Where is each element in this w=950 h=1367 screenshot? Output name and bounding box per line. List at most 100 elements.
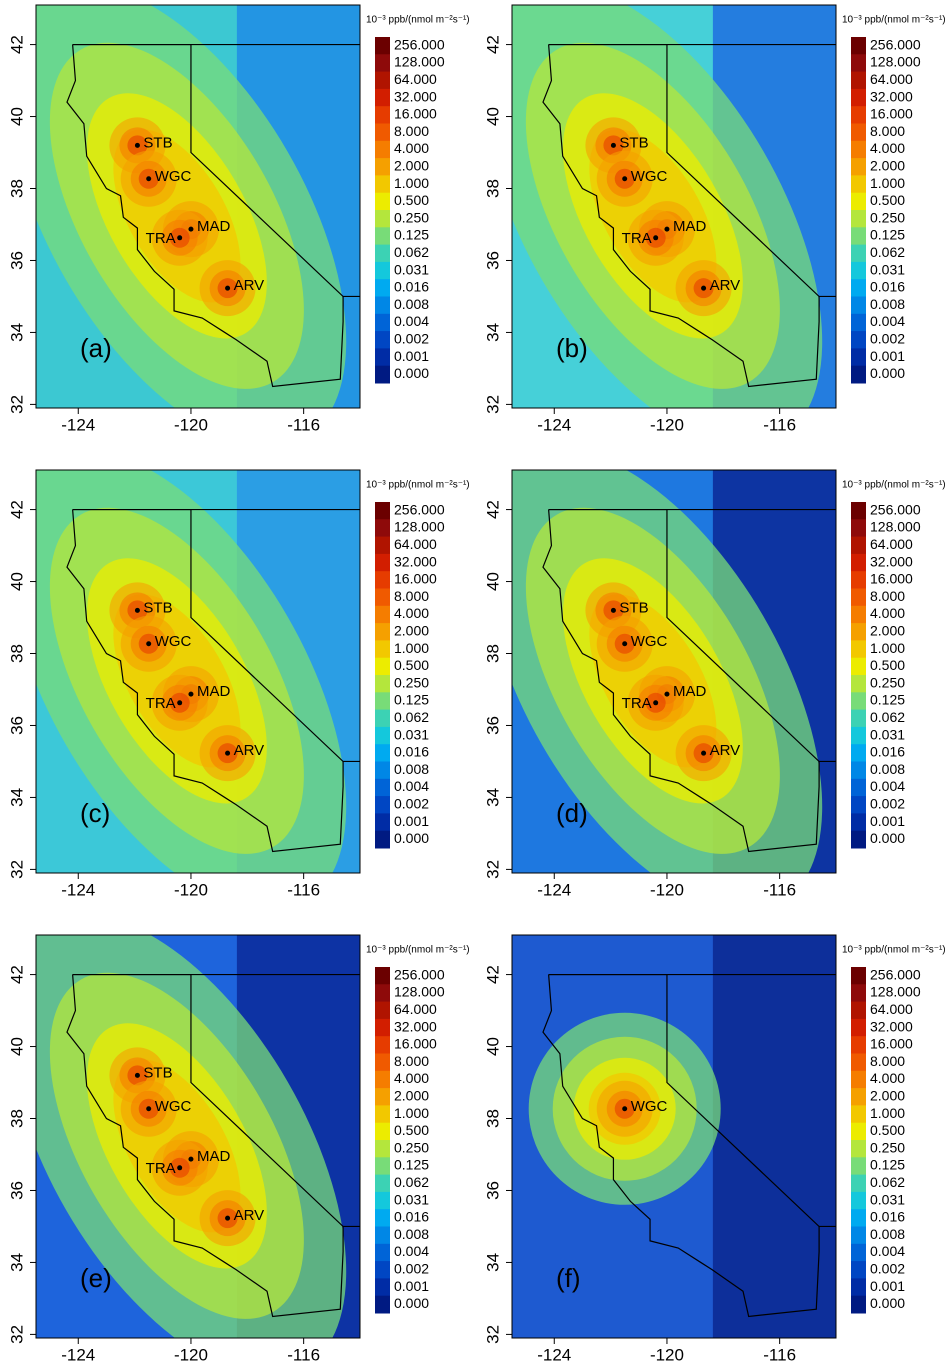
colorbar-swatch (375, 1140, 390, 1158)
station-label: TRA (146, 1160, 176, 1177)
colorbar-label: 0.004 (870, 1243, 905, 1259)
colorbar-swatch (851, 1018, 866, 1037)
colorbar-label: 0.031 (870, 261, 905, 277)
colorbar-label: 16.000 (394, 1036, 437, 1052)
colorbar-swatch (851, 106, 866, 124)
colorbar-label: 4.000 (394, 1070, 429, 1086)
y-tick-label: 34 (7, 788, 26, 807)
colorbar-swatch (851, 1088, 866, 1106)
state-outline (542, 973, 820, 1318)
colorbar-swatch (375, 37, 390, 55)
station-label: ARV (710, 277, 741, 294)
colorbar-label: 256.000 (870, 966, 921, 982)
colorbar-label: 0.250 (394, 674, 429, 690)
station-marker (146, 176, 152, 182)
colorbar-label: 0.002 (870, 795, 905, 811)
station-marker (188, 691, 194, 697)
colorbar-label: 0.125 (870, 1157, 905, 1173)
y-tick-label: 32 (7, 860, 26, 879)
colorbar-label: 0.250 (870, 1139, 905, 1155)
map-panel: -124 -120 -116 32 34 36 38 40 42 WGC (f) 10⁻³ ppb/(… (483, 934, 946, 1364)
colorbar-swatch (375, 261, 390, 280)
colorbar-label: 64.000 (870, 71, 913, 87)
colorbar-swatch (851, 1070, 866, 1089)
state-border (72, 43, 360, 298)
colorbar-swatch (375, 1018, 390, 1037)
x-tick-label: -124 (537, 1345, 571, 1362)
colorbar-label: 0.002 (394, 1260, 429, 1276)
plot-frame (35, 469, 361, 874)
colorbar-label: 0.250 (394, 209, 429, 225)
y-tick-label: 40 (483, 107, 502, 126)
y-tick-label: 42 (483, 35, 502, 54)
y-tick-label: 42 (7, 965, 26, 984)
colorbar-swatch (375, 140, 390, 159)
colorbar-swatch (375, 1295, 390, 1314)
colorbar-label: 0.004 (870, 778, 905, 794)
state-border (548, 973, 836, 1228)
station-marker (610, 142, 616, 148)
plot-frame (511, 4, 837, 409)
colorbar-swatch (375, 1243, 390, 1262)
colorbar-label: 0.250 (394, 1139, 429, 1155)
y-tick-label: 40 (483, 572, 502, 591)
colorbar-label: 16.000 (870, 571, 913, 587)
colorbar-label: 0.002 (870, 1260, 905, 1276)
colorbar-swatch (851, 175, 866, 194)
y-tick-label: 38 (7, 644, 26, 663)
colorbar-label: 0.031 (394, 726, 429, 742)
colorbar-label: 4.000 (870, 605, 905, 621)
panel-label: (d) (556, 798, 588, 828)
unit-label: 10⁻³ ppb/(nmol m⁻²s⁻¹) (366, 945, 470, 956)
x-tick-label: -124 (61, 880, 95, 899)
y-tick-label: 32 (7, 1325, 26, 1344)
colorbar-label: 0.125 (394, 1157, 429, 1173)
colorbar-swatch (851, 279, 866, 297)
colorbar-swatch (375, 54, 390, 73)
colorbar-swatch (851, 1036, 866, 1054)
plot-frame (511, 934, 837, 1339)
colorbar-swatch (375, 1036, 390, 1054)
colorbar-swatch (851, 709, 866, 728)
colorbar-swatch (851, 967, 866, 985)
station-marker (188, 1156, 194, 1162)
colorbar-label: 0.001 (870, 348, 905, 364)
unit-label: 10⁻³ ppb/(nmol m⁻²s⁻¹) (842, 15, 946, 26)
colorbar-swatch (375, 1053, 390, 1072)
colorbar-label: 0.031 (870, 726, 905, 742)
colorbar-swatch (851, 984, 866, 1003)
colorbar-label: 64.000 (870, 1001, 913, 1017)
colorbar-label: 0.008 (394, 296, 429, 312)
colorbar-swatch (375, 1122, 390, 1141)
colorbar-label: 1.000 (394, 1105, 429, 1121)
colorbar-swatch (851, 331, 866, 349)
colorbar-swatch (851, 1174, 866, 1193)
colorbar-label: 128.000 (394, 54, 445, 70)
colorbar-swatch (375, 796, 390, 814)
colorbar-swatch (375, 709, 390, 728)
colorbar-label: 0.001 (394, 1278, 429, 1294)
station-label: WGC (631, 633, 668, 650)
colorbar-label: 0.016 (870, 1209, 905, 1225)
y-tick-label: 38 (7, 179, 26, 198)
y-tick-label: 36 (7, 716, 26, 735)
station-label: STB (619, 599, 648, 616)
y-tick-label: 34 (483, 788, 502, 807)
unit-label: 10⁻³ ppb/(nmol m⁻²s⁻¹) (366, 15, 470, 26)
colorbar-swatch (851, 640, 866, 659)
colorbar-label: 0.062 (394, 709, 429, 725)
y-tick-label: 36 (7, 1181, 26, 1200)
colorbar-label: 16.000 (870, 106, 913, 122)
station-label: TRA (622, 230, 652, 247)
colorbar-swatch (851, 1140, 866, 1158)
colorbar-label: 0.125 (870, 227, 905, 243)
station-marker (664, 691, 670, 697)
colorbar-label: 0.031 (870, 1191, 905, 1207)
x-tick-label: -116 (287, 880, 320, 899)
station-label: MAD (197, 683, 231, 700)
y-tick-label: 34 (483, 323, 502, 342)
colorbar-label: 2.000 (394, 622, 429, 638)
plot-frame (35, 934, 361, 1339)
colorbar-swatch (851, 1053, 866, 1072)
